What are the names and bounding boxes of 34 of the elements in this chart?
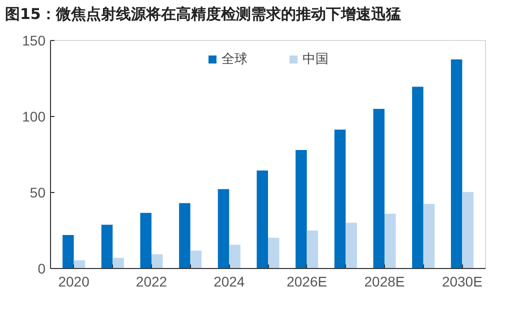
bar xyxy=(412,86,424,268)
bar xyxy=(112,257,124,268)
x-tick-label: 2030E xyxy=(442,273,482,289)
legend-label: 中国 xyxy=(302,50,328,68)
bar xyxy=(229,244,240,268)
bar xyxy=(423,203,435,268)
y-tick-label: 100 xyxy=(22,108,46,124)
bar xyxy=(346,222,357,268)
bar xyxy=(140,212,152,268)
x-tick-label: 2026E xyxy=(286,273,328,289)
bar xyxy=(101,224,113,268)
bar xyxy=(306,230,318,268)
x-tick-label: 2020 xyxy=(58,273,90,289)
bar xyxy=(450,58,462,268)
bar xyxy=(256,170,268,268)
bar xyxy=(296,149,307,268)
bar xyxy=(384,213,396,268)
x-tick-label: 2024 xyxy=(214,273,245,289)
y-tick-label: 50 xyxy=(30,184,46,200)
bar xyxy=(190,250,202,268)
chart-title: 图15：微焦点射线源将在高精度检测需求的推动下增速迅猛 xyxy=(5,5,401,23)
bar xyxy=(151,254,163,268)
bar xyxy=(462,192,474,268)
y-tick-label: 150 xyxy=(22,32,46,48)
x-tick-label: 2022 xyxy=(136,273,168,289)
y-tick-label: 0 xyxy=(38,260,46,276)
bar xyxy=(218,188,230,268)
bar xyxy=(179,202,190,268)
x-tick-label: 2028E xyxy=(364,273,405,289)
bar xyxy=(334,129,346,268)
bar xyxy=(268,237,280,268)
legend-label: 全球 xyxy=(222,50,248,68)
bar xyxy=(62,234,74,268)
bar xyxy=(373,108,385,268)
